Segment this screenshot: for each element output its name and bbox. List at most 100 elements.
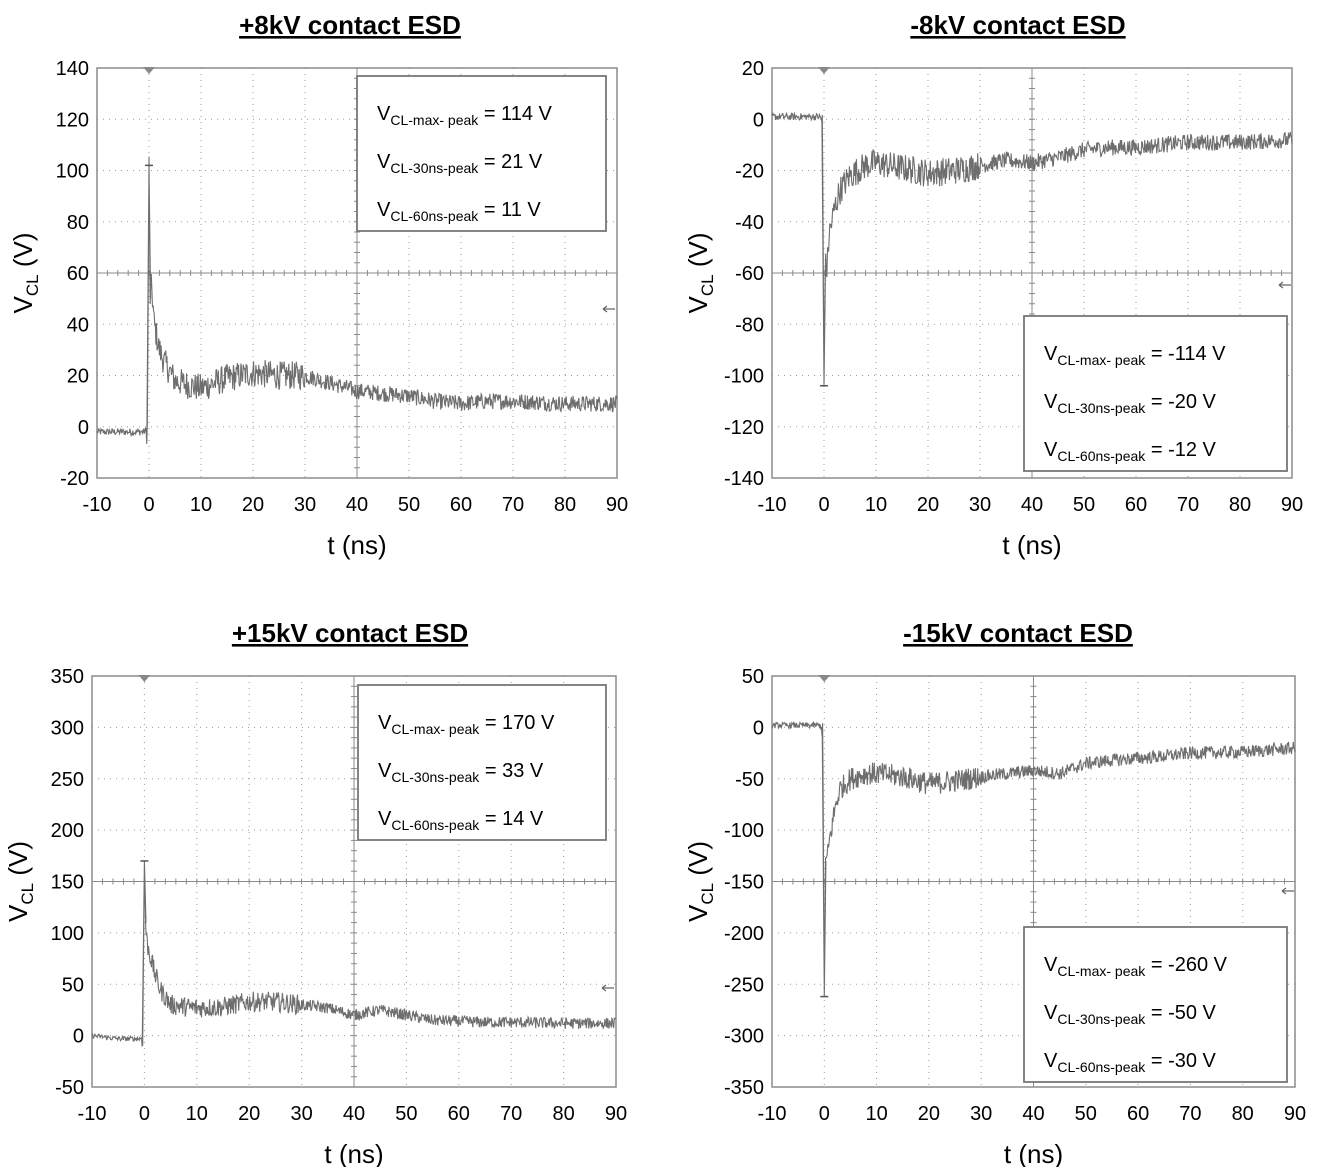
x-tick-label: 70	[500, 1103, 522, 1125]
annotation-line-1: VCL-max- peak = -260 V	[1044, 954, 1228, 979]
y-tick-label: 350	[51, 666, 84, 688]
trigger-marker-icon	[138, 675, 151, 682]
chart-panel-2: -8kV contact ESD-10 0 10 20 30 40 50 60 70 80 90-1…	[683, 10, 1303, 560]
annotation-box: VCL-max- peak = 114 V VCL-30ns-peak = 21 …	[356, 75, 607, 232]
y-tick-label: -50	[55, 1077, 84, 1099]
x-axis-label: t (ns)	[1002, 530, 1061, 560]
annotation-line-1: VCL-max- peak = -114 V	[1044, 343, 1226, 368]
annotation-frame	[1023, 315, 1288, 472]
y-tick-label: 0	[753, 109, 764, 131]
y-tick-label: -120	[724, 417, 764, 439]
y-tick-label: -100	[724, 820, 764, 842]
trigger-marker-icon	[143, 67, 155, 74]
y-tick-label: 150	[51, 872, 84, 894]
chart-panel-3: +15kV contact ESD -10 0 10 20 30 40 50 60 70 80 90 -…	[3, 618, 627, 1167]
y-tick-label: 100	[56, 161, 89, 183]
chart-panel-4: -15kV contact ESD-10 0 10 20 30 40 50 60 70 80 90-…	[683, 618, 1306, 1167]
annotation-box: VCL-max- peak = -114 V VCL-30ns-peak = -2…	[1023, 315, 1288, 472]
x-tick-label: 40	[343, 1103, 365, 1125]
y-tick-label: 60	[67, 263, 89, 285]
x-tick-label: 20	[238, 1103, 260, 1125]
x-tick-label: 30	[969, 494, 991, 516]
y-tick-label: -250	[724, 974, 764, 996]
x-tick-label: 70	[502, 494, 524, 516]
y-tick-label: 0	[73, 1026, 84, 1048]
x-tick-label: -10	[758, 494, 787, 516]
annotation-line-3: VCL-60ns-peak = 14 V	[378, 808, 544, 833]
x-tick-label: 20	[918, 1103, 940, 1125]
x-tick-label: 60	[1125, 494, 1147, 516]
x-tick-label: 40	[346, 494, 368, 516]
level-marker-icon	[1278, 281, 1291, 289]
x-tick-label: 0	[818, 494, 829, 516]
y-tick-label: 50	[62, 974, 84, 996]
y-tick-label: -60	[735, 263, 764, 285]
x-tick-label: 90	[606, 494, 628, 516]
chart-title: +8kV contact ESD	[239, 10, 461, 40]
annotation-frame	[357, 684, 607, 841]
y-tick-label: 50	[742, 666, 764, 688]
annotation-line-1: VCL-max- peak = 170 V	[378, 712, 555, 737]
y-tick-label: 40	[67, 314, 89, 336]
x-tick-label: 20	[242, 494, 264, 516]
y-tick-label: 0	[78, 417, 89, 439]
annotation-box: VCL-max- peak = -260 V VCL-30ns-peak = -5…	[1023, 926, 1288, 1083]
x-tick-label: 40	[1022, 1103, 1044, 1125]
level-marker-icon	[601, 984, 614, 992]
annotation-line-1: VCL-max- peak = 114 V	[377, 103, 553, 128]
x-tick-label: 90	[1284, 1103, 1306, 1125]
x-tick-label: 50	[395, 1103, 417, 1125]
x-tick-label: 0	[143, 494, 154, 516]
x-tick-label: 40	[1021, 494, 1043, 516]
x-tick-label: 80	[554, 494, 576, 516]
plot-frame	[771, 67, 1293, 479]
x-axis-label: t (ns)	[324, 1139, 383, 1167]
annotation-box: VCL-max- peak = 170 V VCL-30ns-peak = 33 …	[357, 684, 607, 841]
y-tick-label: 300	[51, 717, 84, 739]
x-tick-label: 80	[1232, 1103, 1254, 1125]
chart-title: -8kV contact ESD	[910, 10, 1125, 40]
plot-frame	[91, 675, 617, 1088]
x-tick-label: -10	[758, 1103, 787, 1125]
x-tick-label: 90	[605, 1103, 627, 1125]
x-tick-label: 10	[190, 494, 212, 516]
annotation-line-2: VCL-30ns-peak = -50 V	[1044, 1002, 1217, 1027]
x-tick-label: 60	[448, 1103, 470, 1125]
y-tick-label: -200	[724, 923, 764, 945]
y-axis-label: VCL (V)	[8, 233, 42, 314]
x-tick-label: 60	[450, 494, 472, 516]
x-axis-label: t (ns)	[1004, 1139, 1063, 1167]
y-tick-label: 0	[753, 717, 764, 739]
annotation-line-2: VCL-30ns-peak = -20 V	[1044, 391, 1217, 416]
x-tick-label: 50	[1075, 1103, 1097, 1125]
level-marker-icon	[1281, 887, 1294, 895]
chart-panel-1: +8kV contact ESD -10 0 10 20 30 40 50 60 70 80 90 -2…	[8, 10, 628, 560]
y-tick-label: -20	[735, 161, 764, 183]
x-tick-label: 80	[1229, 494, 1251, 516]
y-tick-label: -350	[724, 1077, 764, 1099]
y-tick-label: -20	[60, 468, 89, 490]
x-tick-label: 0	[139, 1103, 150, 1125]
y-tick-label: -40	[735, 212, 764, 234]
annotation-line-2: VCL-30ns-peak = 21 V	[377, 151, 543, 176]
y-tick-label: 120	[56, 109, 89, 131]
x-tick-label: 70	[1179, 1103, 1201, 1125]
y-tick-label: 20	[67, 366, 89, 388]
plot-frame	[96, 67, 618, 479]
y-axis-label: VCL (V)	[3, 841, 37, 922]
x-tick-label: 50	[398, 494, 420, 516]
x-tick-label: 30	[294, 494, 316, 516]
x-tick-label: 50	[1073, 494, 1095, 516]
x-tick-label: 90	[1281, 494, 1303, 516]
annotation-frame	[1023, 926, 1288, 1083]
y-tick-label: -300	[724, 1026, 764, 1048]
annotation-line-3: VCL-60ns-peak = -30 V	[1044, 1050, 1217, 1075]
y-tick-label: 140	[56, 58, 89, 80]
y-tick-label: 20	[742, 58, 764, 80]
x-tick-label: 30	[970, 1103, 992, 1125]
y-tick-label: -140	[724, 468, 764, 490]
y-tick-label: -80	[735, 314, 764, 336]
y-axis-label: VCL (V)	[683, 841, 717, 922]
x-tick-label: 20	[917, 494, 939, 516]
